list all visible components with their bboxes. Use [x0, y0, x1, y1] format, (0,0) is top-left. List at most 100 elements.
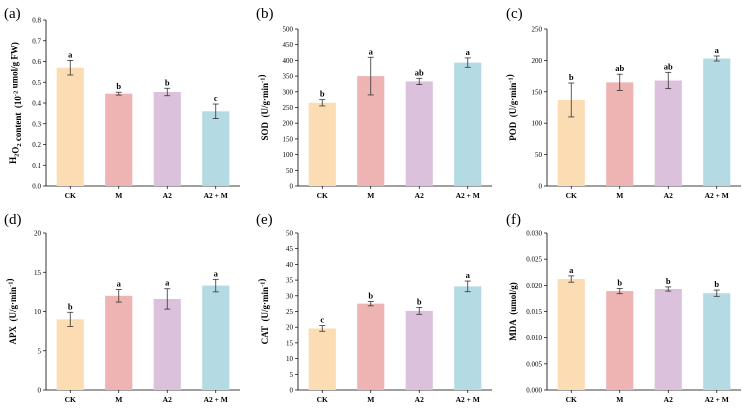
- bar-m: [357, 303, 385, 390]
- y-tick-label: 0: [38, 387, 42, 395]
- x-tick-label: A2: [664, 191, 673, 200]
- y-tick-label: 0: [539, 183, 543, 191]
- y-tick-label: 15: [34, 269, 42, 277]
- y-tick-label: 100: [283, 151, 294, 159]
- y-tick-label: 0: [290, 387, 294, 395]
- x-tick-label: M: [367, 191, 374, 200]
- y-tick-label: 250: [283, 104, 294, 112]
- y-tick-label: 45: [286, 245, 294, 253]
- y-axis-label: POD (U/g·min-1): [505, 74, 519, 140]
- bar-m: [606, 82, 634, 186]
- significance-label: a: [117, 279, 122, 289]
- y-tick-label: 50: [286, 167, 294, 175]
- x-tick-label: A2: [415, 395, 424, 404]
- x-tick-label: A2 + M: [204, 191, 228, 200]
- significance-label: b: [569, 72, 574, 82]
- significance-label: a: [369, 46, 374, 56]
- significance-label: b: [417, 296, 422, 306]
- bar-a2: [153, 92, 181, 186]
- y-tick-label: 350: [283, 73, 294, 81]
- significance-label: a: [165, 278, 170, 288]
- y-axis-label: SOD (U/g·min-1): [257, 75, 271, 141]
- x-tick-label: M: [115, 395, 122, 404]
- y-tick-label: 200: [283, 120, 294, 128]
- y-tick-label: 0.025: [526, 256, 542, 264]
- significance-label: b: [714, 279, 719, 289]
- y-tick-label: 500: [283, 26, 294, 34]
- y-tick-label: 5: [38, 347, 42, 355]
- x-tick-label: M: [616, 191, 623, 200]
- x-tick-label: CK: [566, 191, 577, 200]
- panel-a-label: (a): [4, 6, 21, 22]
- y-tick-label: 0.0: [32, 183, 41, 191]
- x-tick-label: CK: [566, 395, 577, 404]
- y-tick-label: 40: [286, 261, 294, 269]
- x-tick-label: A2: [664, 395, 673, 404]
- significance-label: ab: [664, 61, 673, 71]
- panel-d: (d) 0 5 10 15 20 b CK a Ma A2 a A2 + M APX (U/g·min-1…: [4, 212, 240, 404]
- bar-a2: [654, 288, 682, 390]
- x-tick-label: CK: [317, 191, 328, 200]
- x-tick-label: A2: [163, 191, 172, 200]
- y-tick-label: 0.005: [526, 360, 542, 368]
- y-tick-label: 100: [532, 120, 543, 128]
- bar-a2: [654, 80, 682, 186]
- bar-ck: [56, 67, 84, 186]
- x-tick-label: A2: [163, 395, 172, 404]
- y-tick-label: 400: [283, 57, 294, 65]
- x-tick-label: CK: [65, 395, 76, 404]
- significance-label: b: [165, 77, 170, 87]
- significance-label: ab: [615, 63, 624, 73]
- y-tick-label: 0.000: [526, 387, 542, 395]
- significance-label: c: [320, 315, 324, 325]
- x-tick-label: A2 + M: [456, 395, 480, 404]
- y-tick-label: 0.2: [32, 141, 41, 149]
- bar-m: [105, 295, 133, 390]
- bar-ck: [308, 328, 336, 390]
- y-tick-label: 10: [34, 308, 42, 316]
- x-tick-label: M: [616, 395, 623, 404]
- y-tick-label: 0.1: [32, 162, 41, 170]
- panel-e: (e) 0 5 10 15 20 25 30 35 40 45 50 c CK b Mb A2 a A2 + M CA…: [256, 212, 492, 404]
- x-tick-label: CK: [317, 395, 328, 404]
- bar-a2m: [703, 58, 731, 186]
- panel-f-label: (f): [506, 212, 521, 228]
- bar-a2: [405, 310, 433, 390]
- y-tick-label: 0.010: [526, 334, 542, 342]
- x-tick-label: M: [367, 395, 374, 404]
- significance-label: b: [320, 89, 325, 99]
- y-tick-label: 50: [535, 151, 543, 159]
- y-tick-label: 300: [283, 88, 294, 96]
- y-axis-label: H2O2 content (10-2 umol/g FW): [8, 42, 23, 164]
- y-tick-label: 0.7: [32, 37, 41, 45]
- x-tick-label: M: [115, 191, 122, 200]
- significance-label: a: [214, 268, 219, 278]
- bar-a2: [153, 298, 181, 390]
- x-tick-label: CK: [65, 191, 76, 200]
- y-tick-label: 200: [532, 57, 543, 65]
- bar-m: [105, 93, 133, 186]
- y-tick-label: 20: [34, 230, 42, 238]
- bar-ck: [557, 279, 585, 390]
- x-tick-label: A2: [415, 191, 424, 200]
- y-tick-label: 35: [286, 277, 294, 285]
- significance-label: a: [68, 49, 73, 59]
- x-tick-label: A2 + M: [456, 191, 480, 200]
- panel-f: (f) 0.000 0.005 0.010 0.015 0.020 0.025 0.030 a C…: [506, 212, 741, 404]
- significance-label: c: [214, 93, 218, 103]
- bar-a2m: [202, 111, 230, 186]
- y-tick-label: 50: [286, 230, 294, 238]
- bar-a2m: [703, 293, 731, 390]
- y-tick-label: 15: [286, 339, 294, 347]
- x-tick-label: A2 + M: [705, 191, 729, 200]
- bar-ck: [56, 319, 84, 390]
- y-tick-label: 0.8: [32, 17, 41, 25]
- panel-a: (a) 0.0 0.1 0.2 0.3 0.4 0.5 0.6 0.7 0.8 a CK b Mb A2 c A…: [4, 6, 240, 200]
- significance-label: a: [569, 265, 574, 275]
- bar-a2m: [454, 62, 482, 186]
- y-tick-label: 25: [286, 308, 294, 316]
- y-tick-label: 0: [290, 183, 294, 191]
- y-tick-label: 0.5: [32, 79, 41, 87]
- y-tick-label: 30: [286, 292, 294, 300]
